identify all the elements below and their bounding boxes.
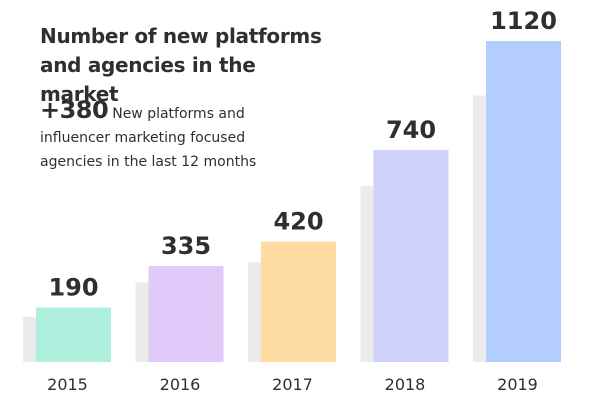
bar-2017 [261, 241, 336, 362]
bar-2019 [486, 41, 561, 362]
annotation-text: New platforms and influencer marketing f… [40, 106, 257, 170]
value-label-2018: 740 [386, 116, 436, 144]
value-label-2019: 1120 [490, 7, 557, 35]
bar-2016 [148, 265, 224, 362]
x-tick-2017: 2017 [272, 375, 313, 394]
x-tick-2019: 2019 [497, 375, 538, 394]
value-label-2015: 190 [48, 274, 98, 302]
x-tick-2015: 2015 [47, 375, 88, 394]
x-tick-2018: 2018 [385, 375, 426, 394]
value-label-2017: 420 [273, 208, 323, 236]
annotation: +380 New platforms and influencer marketi… [40, 98, 280, 174]
x-tick-2016: 2016 [160, 375, 201, 394]
bar-2018 [373, 149, 449, 362]
annotation-value: +380 [40, 96, 109, 124]
chart-title: Number of new platforms and agencies in … [40, 24, 322, 106]
value-label-2016: 335 [161, 232, 211, 260]
bar-2015 [36, 307, 111, 362]
